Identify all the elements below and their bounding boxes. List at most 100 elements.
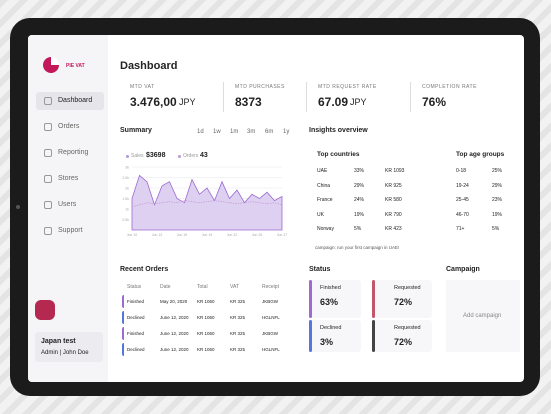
nav-item[interactable]: Reporting [58,149,89,156]
nav-icon [44,149,52,157]
section-title: Campaign [446,266,480,273]
legend-dot [126,155,129,158]
period-tab[interactable]: 1d [197,129,204,135]
table-cell: KR 1093 [385,168,405,174]
sales-area [131,174,283,231]
order-row [122,327,290,340]
table-cell: 19% [492,211,503,218]
status-card [309,320,361,352]
x-tick-label: Jun 27 [277,233,288,237]
y-tick-label: 2k [125,187,129,191]
kpi-value: 3.476,00 [130,95,177,109]
table-cell: KR 790 [385,211,402,218]
table-cell: JKBGW [262,331,279,336]
table-cell: June 12, 2020 [160,315,189,320]
card-title: Top age groups [456,151,505,158]
order-row [122,295,290,308]
table-cell: China [317,182,331,189]
status-label: Requested [394,285,421,291]
kpi-label: MTD REQUEST RATE [318,84,377,90]
kpi-divider [223,82,224,112]
table-cell: KR 325 [230,299,246,304]
status-bar [372,280,375,318]
table-header: Total [197,284,208,290]
legend-dot [178,155,181,158]
x-tick-label: Jun 10 [127,233,138,237]
logo-icon [43,57,59,73]
table-cell: 19% [354,211,365,218]
chat-button [35,300,55,320]
section-title: Summary [120,127,152,134]
campaign-card [446,280,520,352]
kpi-divider [410,82,411,112]
table-cell: 29% [492,182,503,189]
legend-name: Orders [183,153,199,159]
status-card [309,280,361,318]
nav-active [36,92,104,110]
table-header: Receipt [262,284,279,290]
page-title: Dashboard [120,60,178,72]
table-cell: HGLNFL [262,315,280,320]
table-header: Date [160,284,171,290]
x-tick-label: Jun 16 [177,233,188,237]
table-cell: KR 1060 [197,347,215,352]
orders-line [131,200,283,208]
table-cell: 5% [492,226,500,232]
table-cell: KR 325 [230,347,246,352]
status-bar [372,320,375,352]
user-card [35,332,103,362]
logo-text: PIE VAT [66,63,85,69]
period-tab[interactable]: 6m [265,129,274,135]
nav-icon [44,175,52,183]
y-tick-label: 0.5k [122,218,129,222]
table-cell: 46-70 [456,211,469,218]
status-value: 63% [320,297,339,307]
order-row [122,343,290,356]
table-cell: KR 1060 [197,315,215,320]
table-cell: KR 1060 [197,331,215,336]
nav-item[interactable]: Orders [58,123,80,130]
x-tick-label: Jun 25 [252,233,263,237]
nav-icon [44,227,52,235]
period-tab[interactable]: 1w [213,129,221,135]
table-cell: 29% [354,182,365,189]
table-cell: June 12, 2020 [160,347,189,352]
period-tab[interactable]: 1m [230,129,239,135]
x-tick-label: Jun 13 [152,233,163,237]
kpi-label: COMPLETION RATE [422,84,477,90]
table-cell: 33% [354,168,365,174]
period-tab[interactable]: 3m [247,129,256,135]
period-tab[interactable]: 1y [283,129,290,135]
y-tick-label: 3k [125,166,129,170]
kpi-value: 8373 [235,95,262,109]
table-cell: KR 325 [230,331,246,336]
nav-item[interactable]: Support [58,227,83,234]
table-cell: JKBGW [262,299,279,304]
kpi-unit: JPY [179,97,196,107]
kpi-label: MTD PURCHASES [235,84,285,90]
table-cell: 71+ [456,226,465,232]
status-label: Finished [320,285,341,291]
legend-value: $3698 [146,152,166,159]
insight-note: campaign: run your first campaign in UAE… [315,245,400,250]
status-value: 3% [320,337,334,347]
chart: 0.5k 1k 1.5k 2k 2.5k 3k Jun 10 Jun 13 Jun 16 Jun … [122,166,288,238]
table-cell: 19-24 [456,182,469,189]
status-value: 72% [394,337,413,347]
nav-icon [44,123,52,131]
table-cell: May 20, 2020 [160,299,188,304]
kpi-value: 76% [422,95,447,109]
kpi-value: 67.09 [318,95,349,109]
add-campaign[interactable]: Add campaign [463,313,502,319]
y-tick-label: 1k [125,208,129,212]
nav-item[interactable]: Dashboard [58,97,93,104]
y-tick-label: 2.5k [122,176,129,180]
camera [16,205,20,209]
nav-icon [44,201,52,209]
table-cell: 0-18 [456,168,467,174]
nav-item[interactable]: Stores [58,175,79,182]
table-cell: KR 580 [385,197,402,203]
nav-item[interactable]: Users [58,201,77,208]
status-card [372,320,432,352]
x-tick-label: Jun 22 [227,233,238,237]
